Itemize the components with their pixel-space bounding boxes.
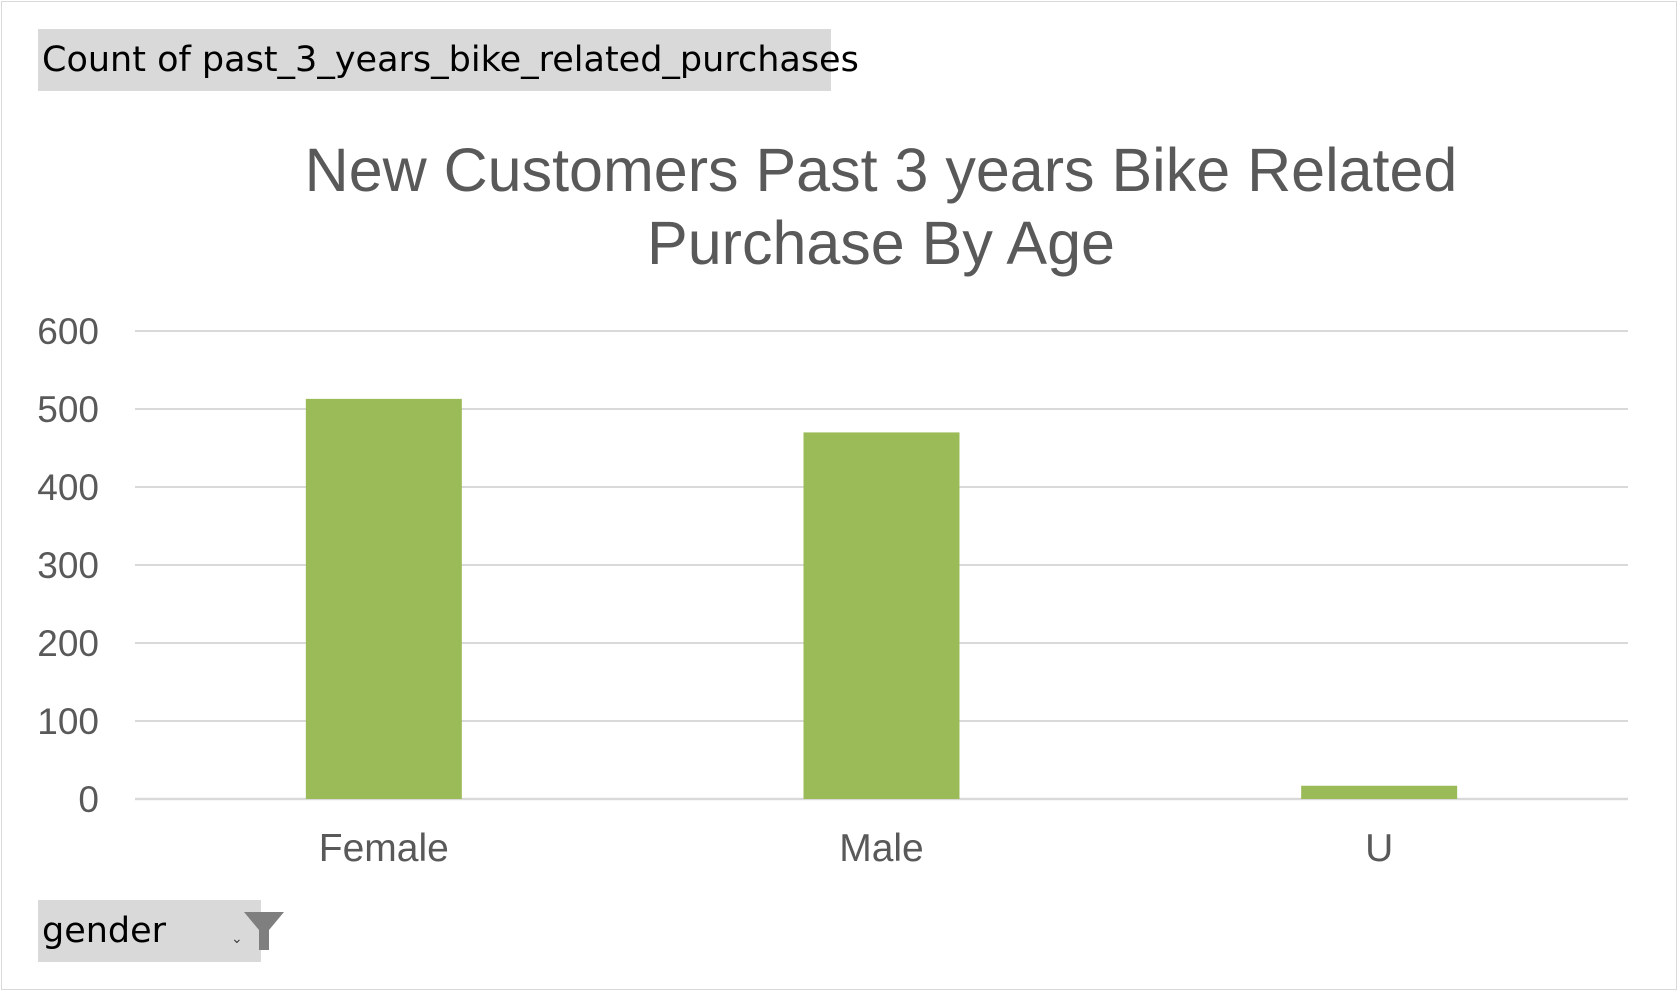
- chart-title: New Customers Past 3 years Bike RelatedP…: [305, 136, 1458, 277]
- y-tick-label: 200: [37, 623, 99, 664]
- axis-field-label: gender: [42, 911, 167, 951]
- y-tick-label: 0: [78, 779, 99, 820]
- x-tick-label: Female: [319, 827, 449, 870]
- y-tick-label: 100: [37, 701, 99, 742]
- value-field-label: Count of past_3_years_bike_related_purch…: [42, 40, 859, 80]
- value-field-button[interactable]: Count of past_3_years_bike_related_purch…: [38, 29, 859, 91]
- y-tick-label: 300: [37, 545, 99, 586]
- y-axis-ticks: 0 100 200 300 400 500 600: [37, 311, 99, 820]
- bar-male: [803, 432, 960, 799]
- filter-icon[interactable]: [242, 910, 286, 954]
- chevron-down-icon[interactable]: ⌄: [231, 931, 243, 947]
- bars: [305, 398, 1458, 799]
- chart-title-line: Purchase By Age: [647, 209, 1115, 277]
- axis-field-button[interactable]: gender ⌄: [38, 900, 284, 962]
- x-tick-label: U: [1365, 827, 1393, 870]
- bar-u: [1301, 785, 1458, 799]
- y-tick-label: 400: [37, 467, 99, 508]
- x-axis-ticks: Female Male U: [319, 827, 1393, 870]
- y-tick-label: 600: [37, 311, 99, 352]
- bar-female: [305, 398, 462, 799]
- x-tick-label: Male: [839, 827, 924, 870]
- chart-title-line: New Customers Past 3 years Bike Related: [305, 136, 1458, 204]
- y-tick-label: 500: [37, 389, 99, 430]
